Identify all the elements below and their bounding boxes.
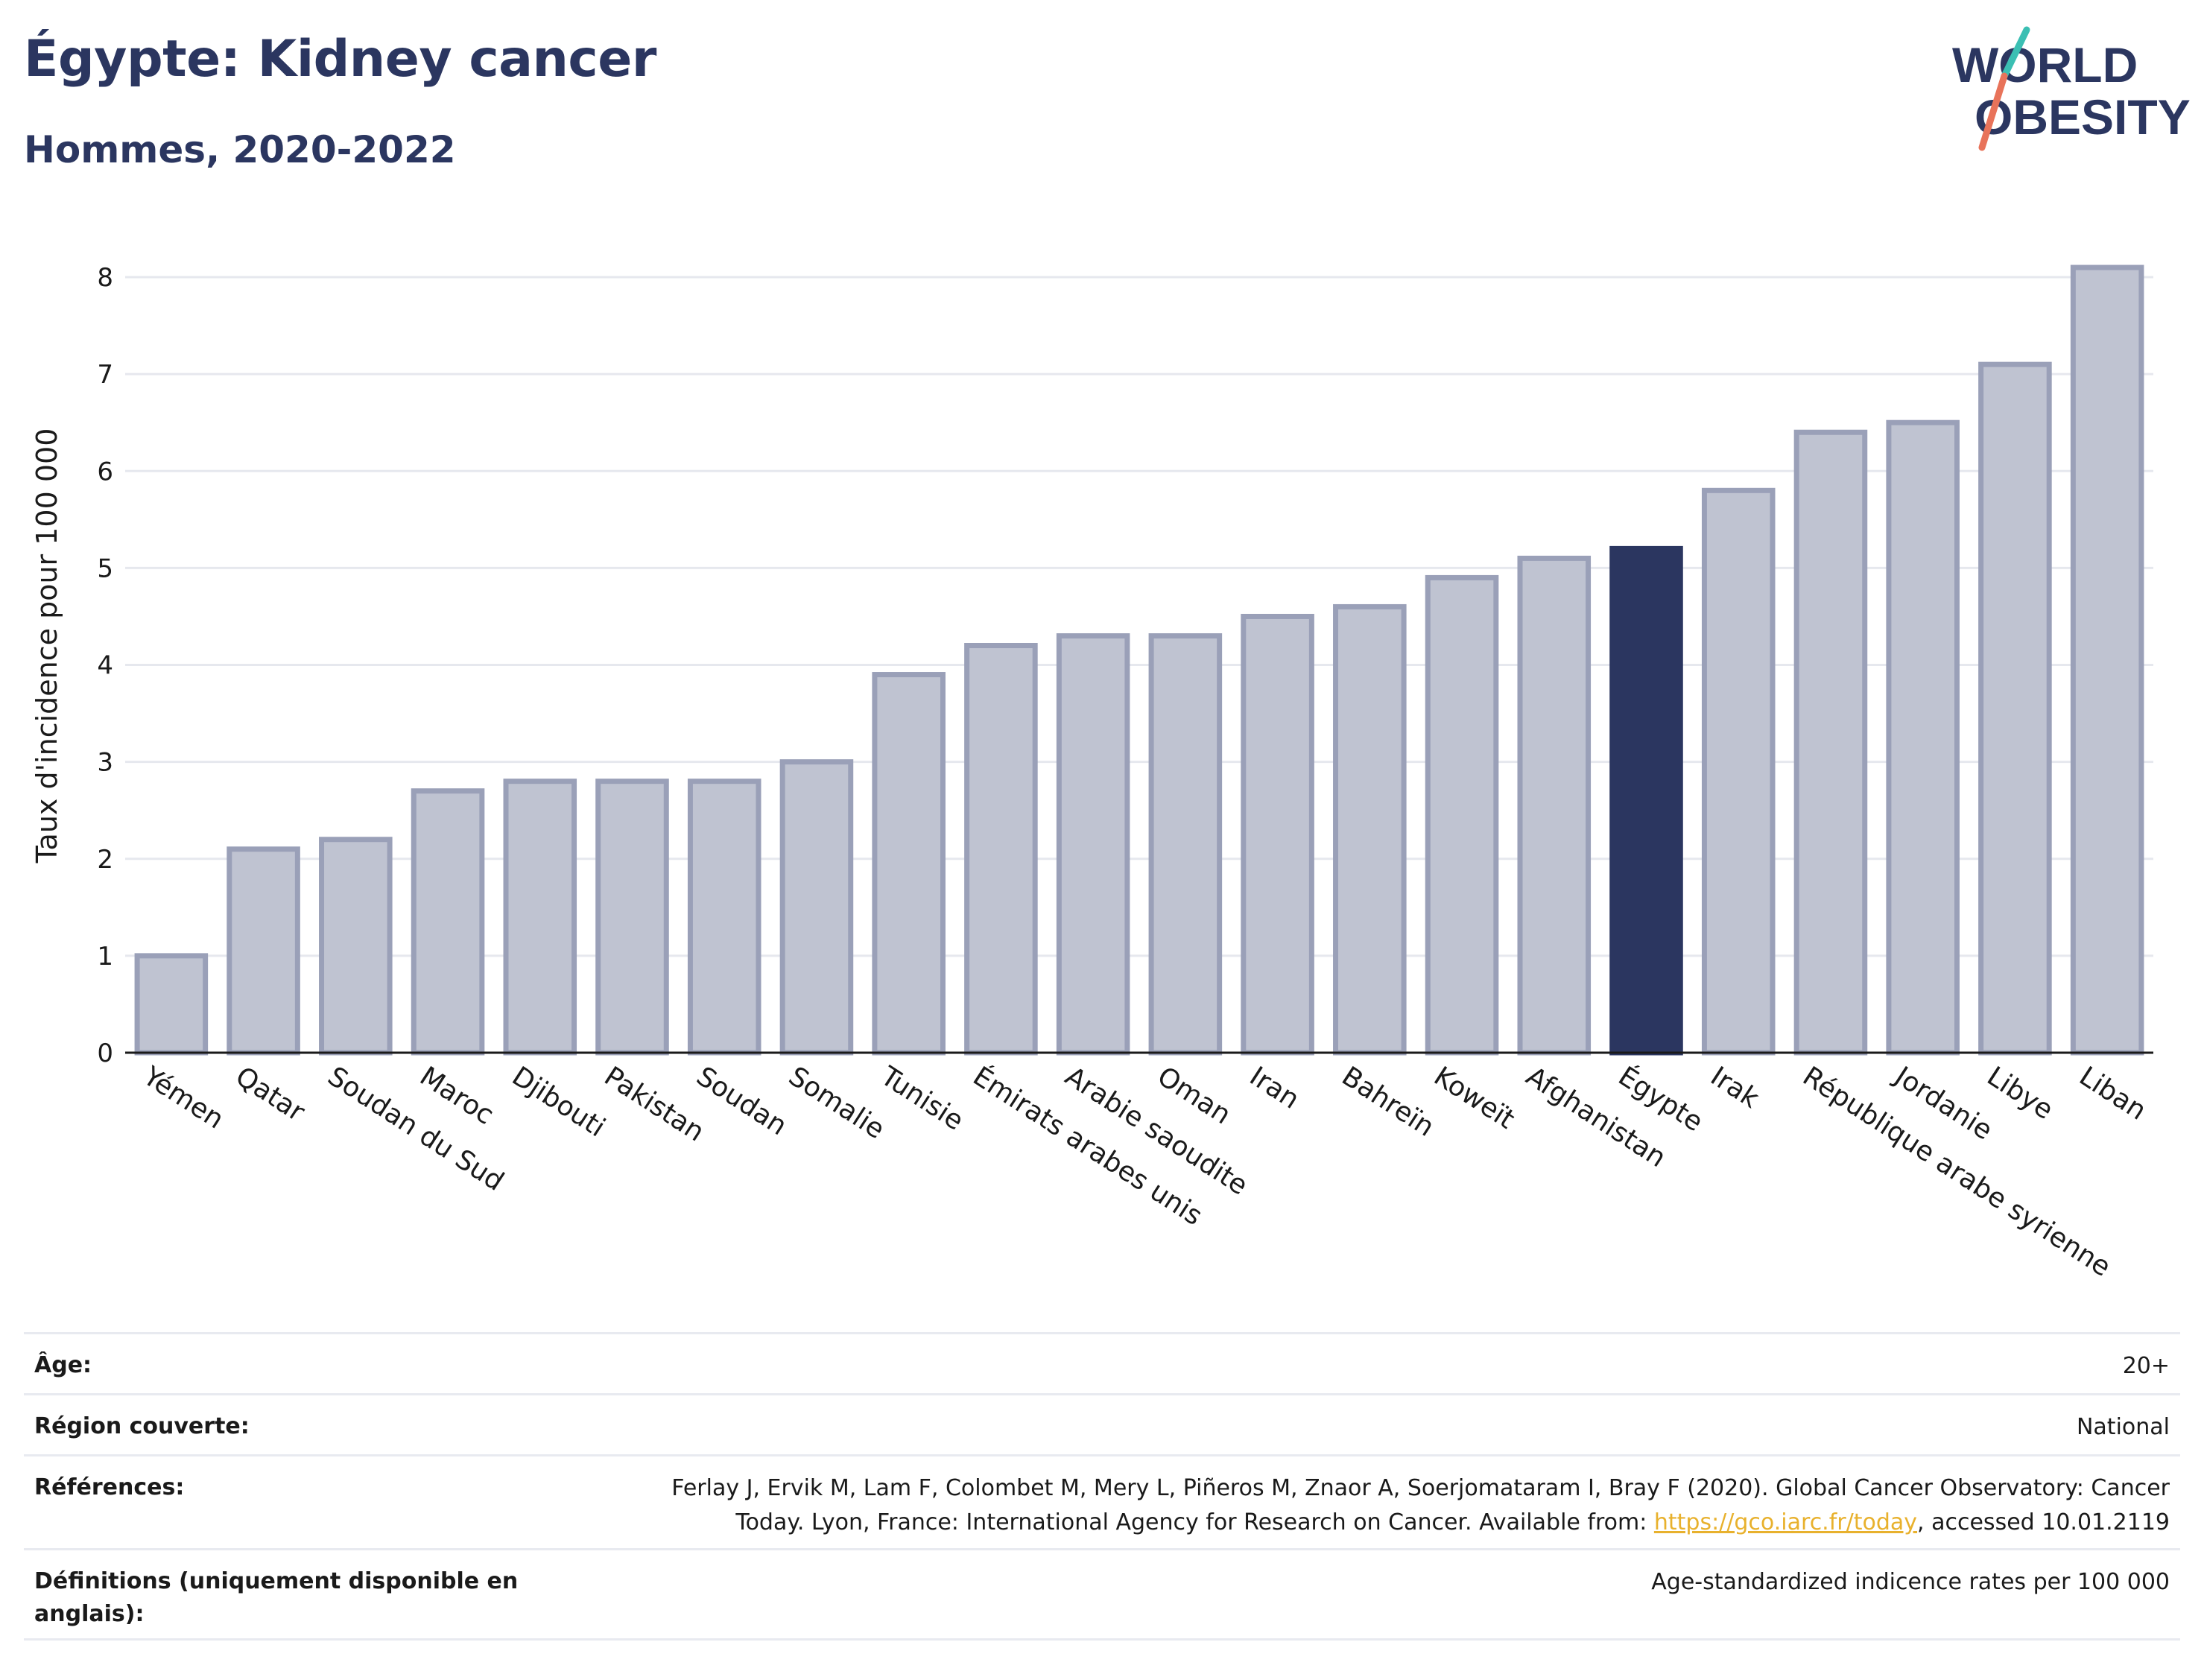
bar-oman	[1148, 633, 1223, 1056]
meta-row-region: Région couverte: National	[24, 1393, 2180, 1454]
y-tick-label: 0	[97, 1039, 113, 1068]
meta-value-region: National	[2076, 1414, 2170, 1440]
logo-line1: WORLD	[1952, 37, 2138, 92]
y-tick-label: 5	[97, 554, 113, 583]
bar-soudan-du-sud	[319, 837, 393, 1056]
bar-tunisie	[872, 672, 946, 1056]
x-tick-label: Soudan	[691, 1061, 792, 1141]
bar-djibouti	[503, 779, 577, 1056]
meta-label-definitions: Définitions (uniquement disponible en an…	[34, 1568, 519, 1627]
meta-row-references: Références: Ferlay J, Ervik M, Lam F, Co…	[24, 1454, 2180, 1548]
y-tick-label: 3	[97, 748, 113, 778]
reference-text-line2: Today. Lyon, France: International Agenc…	[735, 1509, 1654, 1535]
reference-link[interactable]: https://gco.iarc.fr/today	[1653, 1509, 1918, 1535]
x-tick-label: Koweït	[1428, 1061, 1520, 1135]
x-tick-label: Tunisie	[875, 1061, 969, 1137]
logo-slash-teal	[2001, 26, 2030, 80]
x-tick-label: Irak	[1705, 1061, 1764, 1115]
bar-égypte	[1609, 545, 1683, 1056]
bar-jordanie	[1886, 419, 1960, 1056]
y-tick-label: 6	[97, 457, 113, 486]
y-tick-label: 2	[97, 845, 113, 875]
x-tick-label: Iran	[1244, 1061, 1305, 1115]
bar-iran	[1241, 613, 1314, 1056]
meta-value-definitions: Age-standardized indicence rates per 100…	[1651, 1569, 2170, 1595]
bar-libye	[1978, 361, 2052, 1056]
x-tick-label: Djibouti	[507, 1061, 610, 1143]
bar-afghanistan	[1517, 555, 1592, 1056]
meta-label-references: Références:	[34, 1474, 185, 1500]
x-tick-label: Liban	[2074, 1061, 2151, 1126]
x-tick-label: Bahreïn	[1336, 1061, 1440, 1143]
bar-arabie-saoudite	[1056, 633, 1130, 1056]
meta-row-age: Âge: 20+	[24, 1332, 2180, 1393]
world-obesity-logo: WORLD OBESITY	[1952, 26, 2191, 151]
meta-label-region: Région couverte:	[34, 1413, 250, 1439]
bar-maroc	[411, 788, 485, 1056]
x-tick-label: Qatar	[230, 1061, 311, 1128]
x-tick-label: Yémen	[137, 1061, 229, 1135]
meta-value-age: 20+	[2122, 1353, 2170, 1379]
y-axis-title: Taux d'incidence pour 100 000	[31, 428, 63, 864]
y-tick-label: 4	[97, 651, 113, 681]
bar-soudan	[687, 779, 761, 1056]
y-tick-label: 8	[97, 263, 113, 293]
bar-bahreïn	[1333, 603, 1407, 1056]
meta-value-references: Ferlay J, Ervik M, Lam F, Colombet M, Me…	[671, 1471, 2170, 1540]
meta-label-age: Âge:	[34, 1352, 92, 1378]
meta-row-definitions: Définitions (uniquement disponible en an…	[24, 1548, 2180, 1641]
y-tick-label: 7	[97, 360, 113, 390]
bar-somalie	[779, 759, 854, 1056]
chart-title: Égypte: Kidney cancer	[24, 30, 656, 89]
metadata-table: Âge: 20+ Région couverte: National Référ…	[24, 1332, 2180, 1641]
bar-république-arabe-syrienne	[1793, 429, 1868, 1056]
x-tick-label: Libye	[1982, 1061, 2059, 1126]
chart-subtitle: Hommes, 2020-2022	[24, 128, 456, 171]
logo-line2: OBESITY	[1975, 89, 2191, 145]
reference-text-line2-end: , accessed 10.01.2119	[1917, 1509, 2170, 1535]
y-tick-label: 1	[97, 942, 113, 971]
x-tick-label: Pakistan	[599, 1061, 710, 1147]
bar-koweït	[1425, 574, 1499, 1056]
reference-text-line1: Ferlay J, Ervik M, Lam F, Colombet M, Me…	[671, 1475, 2170, 1501]
bar-qatar	[227, 846, 300, 1056]
bar-yémen	[134, 953, 209, 1056]
bar-irak	[1701, 487, 1776, 1056]
bar-liban	[2070, 264, 2144, 1056]
logo-slash-coral	[1978, 72, 2008, 151]
bar-pakistan	[595, 779, 669, 1056]
bars	[134, 264, 2144, 1056]
bar-émirats-arabes-unis	[964, 643, 1038, 1056]
x-tick-label: Somalie	[783, 1061, 890, 1145]
